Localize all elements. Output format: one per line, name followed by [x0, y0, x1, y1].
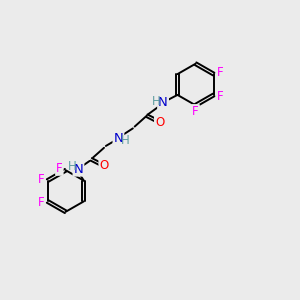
Text: H: H [68, 160, 76, 173]
Text: N: N [74, 163, 83, 176]
Text: H: H [152, 94, 161, 108]
Text: F: F [217, 67, 223, 80]
Text: N: N [158, 97, 168, 110]
Text: O: O [99, 159, 109, 172]
Text: F: F [56, 162, 63, 175]
Text: F: F [38, 196, 45, 209]
Text: F: F [217, 90, 223, 103]
Text: N: N [113, 132, 123, 145]
Text: F: F [192, 105, 199, 118]
Text: F: F [38, 173, 45, 186]
Text: H: H [121, 134, 130, 147]
Text: O: O [155, 116, 164, 129]
